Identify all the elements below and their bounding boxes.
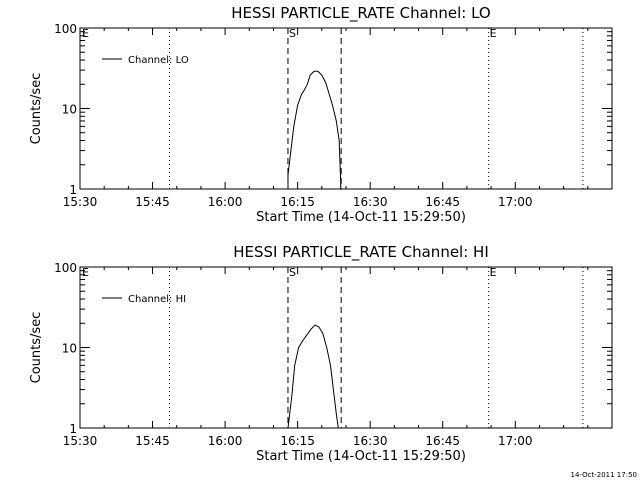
y-axis-label: Counts/sec [29,73,44,145]
edge-flag-label: E [82,266,89,279]
plot-frame [79,266,613,429]
x-tick-label: 15:30 [63,434,98,448]
y-tick-label: 10 [62,342,77,356]
y-tick-label: 10 [62,103,77,117]
x-tick-label: 16:00 [208,434,243,448]
event-marker-label: E [490,266,497,279]
y-tick-label: 1 [69,183,77,197]
y-tick-label: 100 [54,261,77,275]
event-marker-label: E [490,27,497,40]
x-tick-label: 15:30 [63,195,98,209]
x-axis-label: Start Time (14-Oct-11 15:29:50) [256,449,466,464]
x-tick-label: 16:15 [280,434,315,448]
x-tick-label: 16:45 [425,195,460,209]
y-axis-label: Counts/sec [29,312,44,384]
series-line [287,324,339,429]
x-tick-label: 16:45 [425,434,460,448]
event-marker-label: S [289,27,296,40]
legend-label: Channel: LO [128,55,189,66]
x-tick-label: 15:45 [135,434,170,448]
x-tick-label: 16:00 [208,195,243,209]
x-tick-label: 17:00 [498,195,533,209]
edge-flag-label: E [82,27,89,40]
x-tick-label: 15:45 [135,195,170,209]
event-marker-label: S [289,266,296,279]
x-tick-label: 17:00 [498,434,533,448]
footer-timestamp: 14-Oct-2011 17:50 [571,471,637,479]
chart-title: HESSI PARTICLE_RATE Channel: HI [233,243,489,262]
chart-title: HESSI PARTICLE_RATE Channel: LO [231,4,490,23]
x-tick-label: 16:15 [280,195,315,209]
plot-frame [79,27,613,190]
series-line [287,70,342,189]
legend-label: Channel: HI [128,294,186,305]
x-axis-label: Start Time (14-Oct-11 15:29:50) [256,210,466,225]
x-tick-label: 16:30 [353,195,388,209]
y-tick-label: 100 [54,22,77,36]
y-tick-label: 1 [69,422,77,436]
x-tick-label: 16:30 [353,434,388,448]
